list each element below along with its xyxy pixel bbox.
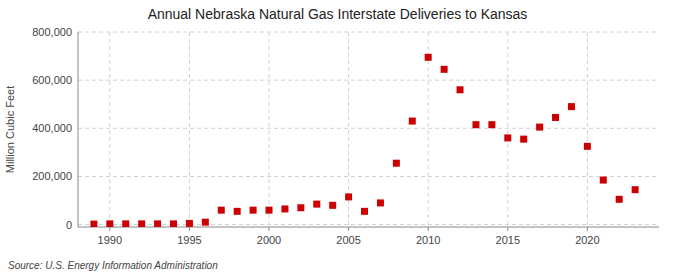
x-tick-label: 2005 — [336, 234, 360, 246]
point — [90, 221, 97, 227]
y-tick-label: 800,000 — [32, 26, 72, 38]
point — [425, 54, 432, 61]
title: Annual Nebraska Natural Gas Interstate D… — [148, 6, 528, 22]
x-axis-line — [78, 227, 659, 228]
source: Source: U.S. Energy Information Administ… — [8, 260, 218, 271]
point — [457, 86, 464, 93]
point — [552, 114, 559, 121]
x-tick — [189, 227, 190, 231]
x-grid-line — [587, 32, 588, 227]
y-tick-label: 400,000 — [32, 122, 72, 134]
point — [584, 143, 591, 150]
point — [616, 196, 623, 203]
point — [202, 219, 209, 226]
y-axis-label: Million Cubic Feet — [4, 86, 16, 173]
x-tick — [428, 227, 429, 231]
point — [441, 66, 448, 73]
point — [154, 220, 161, 227]
point — [536, 124, 543, 131]
point — [266, 207, 273, 214]
y-axis-line — [78, 32, 79, 227]
point — [504, 134, 511, 141]
x-grid-line — [189, 32, 190, 227]
x-grid-line — [507, 32, 508, 227]
points — [90, 54, 638, 227]
y-grid-line — [78, 32, 659, 33]
x-tick — [109, 227, 110, 231]
point — [106, 220, 113, 227]
point — [250, 207, 257, 214]
point — [568, 103, 575, 110]
x-tick — [507, 227, 508, 231]
y-grid-line — [78, 128, 659, 129]
x-grid-line — [109, 32, 110, 227]
point — [329, 202, 336, 209]
x-grid-line — [428, 32, 429, 227]
point — [218, 207, 225, 214]
grid — [78, 32, 659, 227]
x-tick — [348, 227, 349, 231]
x-tick — [587, 227, 588, 231]
point — [632, 186, 639, 193]
x-tick — [269, 227, 270, 231]
point — [281, 205, 288, 212]
point — [297, 204, 304, 211]
point — [409, 118, 416, 125]
y-grid-line — [78, 176, 659, 177]
y-tick-label: 0 — [66, 219, 72, 231]
y-tick-label: 200,000 — [32, 170, 72, 182]
point — [122, 220, 129, 227]
y-tick-label: 600,000 — [32, 74, 72, 86]
x-grid-line — [269, 32, 270, 227]
chart: Annual Nebraska Natural Gas Interstate D… — [0, 0, 675, 275]
x-tick-label: 2010 — [416, 234, 440, 246]
y-grid-line — [78, 224, 659, 225]
point — [520, 136, 527, 143]
point — [377, 199, 384, 206]
x-tick-label: 1990 — [98, 234, 122, 246]
point — [472, 121, 479, 128]
point — [393, 160, 400, 167]
y-grid-line — [78, 80, 659, 81]
point — [488, 121, 495, 128]
point — [186, 220, 193, 227]
axes: 0 200,000 400,000 600,000 800,000 1990 1995 200… — [32, 26, 659, 246]
point — [361, 208, 368, 215]
x-tick-label: 1995 — [177, 234, 201, 246]
point — [345, 193, 352, 200]
point — [234, 208, 241, 215]
point — [600, 177, 607, 184]
x-tick-label: 2015 — [496, 234, 520, 246]
point — [170, 220, 177, 227]
point — [138, 220, 145, 227]
x-tick-label: 2020 — [575, 234, 599, 246]
point — [313, 201, 320, 208]
x-tick-label: 2000 — [257, 234, 281, 246]
